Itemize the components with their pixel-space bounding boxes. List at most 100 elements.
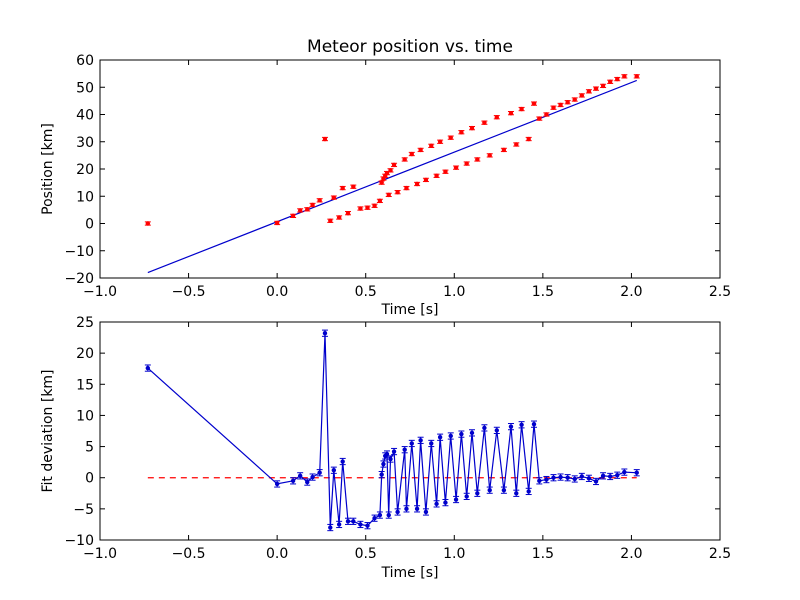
deviation-y-tick-label: 10 (76, 408, 94, 424)
deviation-x-tick-label: −0.5 (172, 546, 206, 562)
position-point (526, 136, 531, 142)
position-y-tick-label: 30 (76, 135, 94, 151)
position-point (448, 135, 453, 140)
position-point (274, 220, 280, 226)
deviation-x-axis-label: Time [s] (381, 565, 439, 581)
deviation-point (391, 449, 397, 454)
position-point (290, 213, 296, 219)
deviation-point (634, 470, 639, 475)
position-point (459, 130, 464, 135)
deviation-point (418, 438, 423, 443)
position-point (386, 192, 391, 198)
position-point (379, 180, 384, 185)
deviation-plot-area (99, 321, 721, 541)
position-point (634, 74, 639, 79)
deviation-point (437, 435, 443, 440)
deviation-point (607, 474, 613, 479)
position-point (351, 184, 356, 189)
deviation-point (377, 512, 383, 518)
deviation-point (526, 489, 531, 494)
deviation-point (443, 500, 448, 505)
position-y-axis-label: Position [km] (40, 123, 56, 215)
deviation-point (336, 522, 342, 527)
position-x-tick-label: 2.5 (709, 284, 731, 300)
position-point (336, 215, 342, 220)
deviation-point (615, 473, 620, 478)
deviation-point (453, 497, 459, 502)
deviation-point (508, 424, 514, 429)
deviation-point (448, 433, 453, 439)
deviation-point (274, 481, 280, 487)
deviation-point (290, 478, 296, 484)
position-point (607, 79, 613, 85)
deviation-x-tick-label: 0.5 (355, 546, 377, 562)
position-point (443, 169, 448, 174)
position-point (145, 221, 151, 226)
position-point (464, 161, 469, 166)
position-point (622, 74, 627, 79)
deviation-point (409, 441, 414, 446)
position-y-tick-label: 0 (85, 217, 94, 233)
deviation-y-tick-label: 5 (85, 440, 94, 456)
deviation-point (414, 506, 420, 512)
deviation-point (381, 461, 386, 467)
deviation-point (322, 331, 328, 336)
position-point (551, 105, 556, 110)
position-point (434, 173, 439, 179)
position-point (377, 198, 383, 204)
position-point (297, 208, 303, 213)
position-point (482, 120, 487, 125)
position-x-tick-label: −0.5 (172, 284, 206, 300)
position-point (537, 116, 542, 121)
deviation-point (384, 451, 390, 457)
deviation-point (402, 447, 407, 452)
deviation-point (429, 441, 434, 446)
position-x-tick-label: 0.0 (266, 284, 288, 300)
deviation-point (519, 422, 524, 427)
position-point (423, 177, 429, 183)
position-point (531, 101, 537, 106)
position-point (429, 143, 434, 149)
deviation-x-tick-label: 1.0 (443, 546, 465, 562)
position-point (572, 97, 577, 102)
position-point (593, 86, 599, 91)
deviation-point (565, 475, 570, 480)
position-x-tick-label: 2.0 (620, 284, 642, 300)
deviation-point (579, 474, 585, 479)
position-point (565, 100, 570, 105)
position-point (372, 203, 377, 208)
position-y-tick-label: 40 (76, 108, 94, 124)
position-point (579, 93, 585, 98)
position-y-tick-label: 10 (76, 189, 94, 205)
position-point (615, 76, 620, 82)
deviation-point (487, 487, 492, 493)
position-point (345, 210, 351, 216)
deviation-point (469, 430, 475, 436)
deviation-y-tick-label: −5 (73, 502, 94, 518)
fit-deviation-chart: Time [s] Fit deviation [km] −1.0 −0.5 0.0 0… (40, 315, 731, 581)
position-point (558, 102, 563, 108)
position-point (358, 206, 363, 211)
deviation-x-tick-label: 2.0 (620, 546, 642, 562)
position-chart-title: Meteor position vs. time (307, 37, 513, 57)
deviation-point (365, 523, 370, 528)
position-point (418, 147, 423, 153)
deviation-x-tick-label: 0.0 (266, 546, 288, 562)
deviation-y-tick-label: 0 (85, 471, 94, 487)
deviation-point (297, 473, 303, 479)
deviation-point (358, 522, 363, 527)
deviation-point (558, 474, 563, 480)
deviation-point (434, 501, 439, 507)
position-point (322, 136, 328, 142)
deviation-point (572, 476, 577, 482)
position-point (365, 205, 370, 210)
position-point (501, 147, 507, 153)
deviation-point (537, 478, 542, 484)
deviation-point (331, 468, 337, 473)
deviation-point (494, 428, 499, 433)
position-point (391, 162, 397, 168)
position-point (544, 112, 549, 117)
deviation-y-tick-label: 15 (76, 377, 94, 393)
position-y-tick-label: −10 (64, 244, 94, 260)
